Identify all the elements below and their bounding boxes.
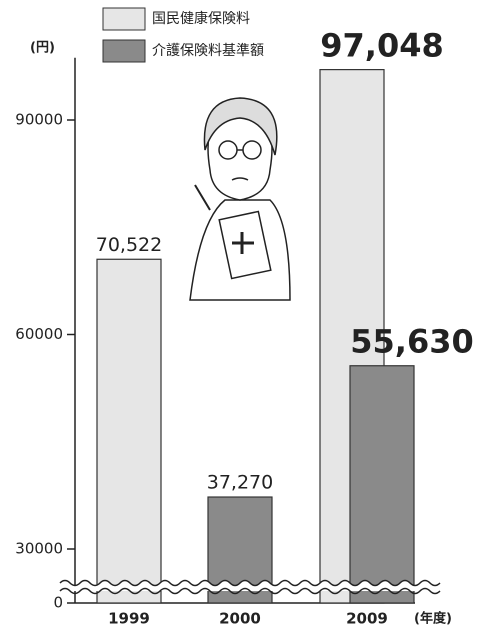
y-tick-label: 90000 bbox=[15, 111, 63, 129]
x-unit: (年度) bbox=[414, 611, 452, 627]
x-tick-label: 1999 bbox=[108, 610, 150, 628]
page: 国民健康保険料 介護保険料基準額 (円) (年度) 0 30000 60000 900… bbox=[0, 0, 483, 635]
legend-swatch bbox=[103, 8, 145, 30]
y-tick-label: 0 bbox=[53, 594, 63, 612]
chart: 国民健康保険料 介護保険料基準額 (円) (年度) 0 30000 60000 900… bbox=[0, 0, 483, 631]
x-tick-label: 2009 bbox=[346, 610, 388, 628]
value-label: 97,048 bbox=[320, 27, 443, 65]
legend-label: 介護保険料基準額 bbox=[152, 42, 264, 59]
y-tick-label: 30000 bbox=[15, 540, 63, 558]
x-tick-label: 2000 bbox=[219, 610, 261, 628]
value-label: 37,270 bbox=[207, 472, 273, 494]
legend-swatch bbox=[103, 40, 145, 62]
y-tick-label: 60000 bbox=[15, 325, 63, 343]
legend-label: 国民健康保険料 bbox=[152, 10, 250, 27]
bar bbox=[350, 366, 414, 603]
y-unit: (円) bbox=[30, 41, 55, 56]
value-label: 70,522 bbox=[96, 234, 162, 256]
value-label: 55,630 bbox=[350, 323, 473, 361]
illustration bbox=[190, 98, 290, 300]
bar bbox=[97, 259, 161, 603]
